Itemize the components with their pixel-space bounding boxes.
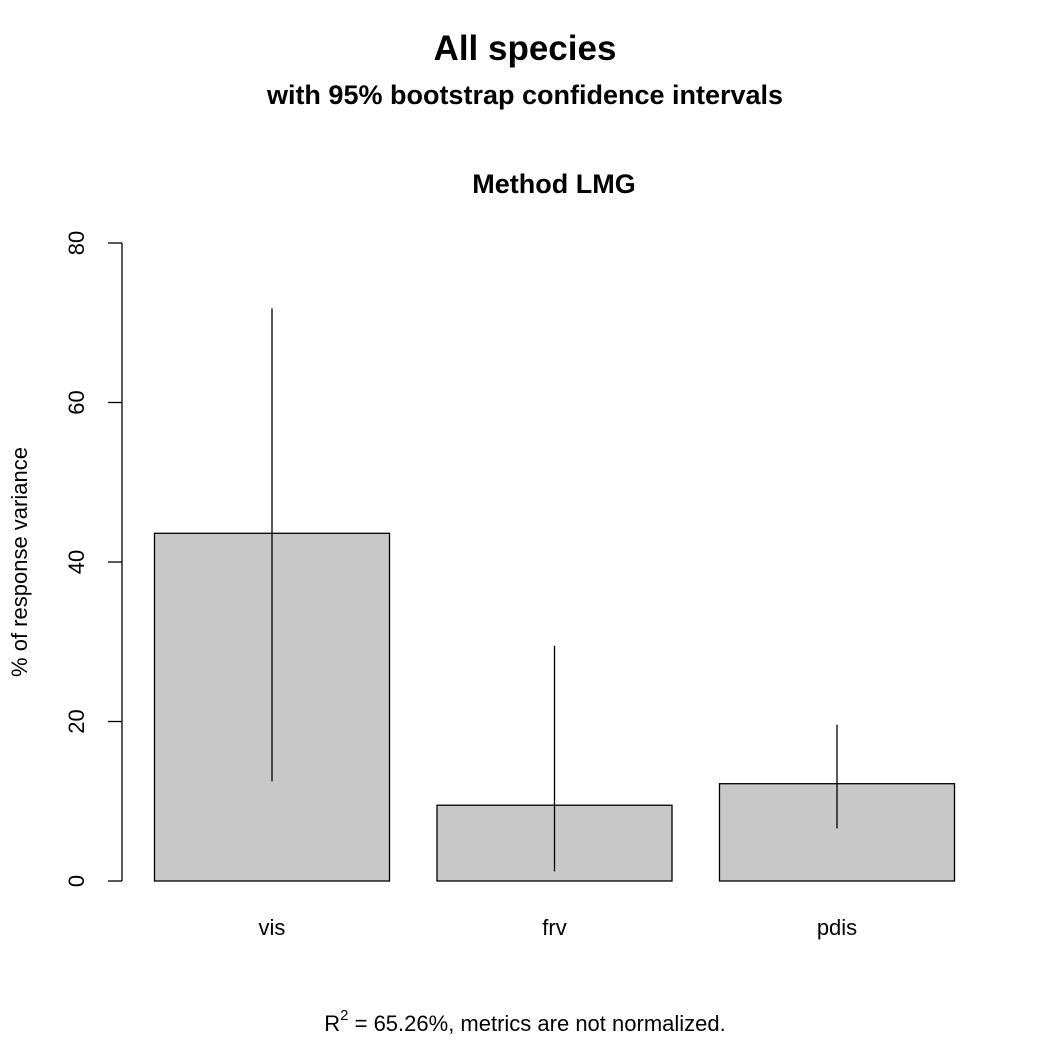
chart-subtitle: with 95% bootstrap confidence intervals	[266, 80, 783, 110]
chart-title: All species	[434, 29, 617, 68]
category-label-vis: vis	[259, 915, 286, 940]
r-squared-caption: R2 = 65.26%, metrics are not normalized.	[324, 1007, 725, 1036]
bars	[153, 532, 956, 882]
y-tick-label: 60	[64, 390, 89, 414]
category-label-frv: frv	[542, 915, 566, 940]
panel-title: Method LMG	[472, 169, 635, 199]
y-tick-label: 20	[64, 709, 89, 733]
caption-text: = 65.26%, metrics are not normalized.	[349, 1011, 726, 1036]
category-label-pdis: pdis	[817, 915, 857, 940]
y-axis: 0 20 40 60 80	[64, 231, 123, 887]
error-bars	[271, 308, 838, 872]
r-symbol: R	[324, 1011, 340, 1036]
y-axis-label: % of response variance	[7, 447, 32, 677]
y-tick-label: 40	[64, 550, 89, 574]
category-labels: vis frv pdis	[259, 915, 858, 940]
y-tick-label: 80	[64, 231, 89, 255]
y-tick-label: 0	[64, 875, 89, 887]
r-superscript: 2	[340, 1007, 348, 1024]
